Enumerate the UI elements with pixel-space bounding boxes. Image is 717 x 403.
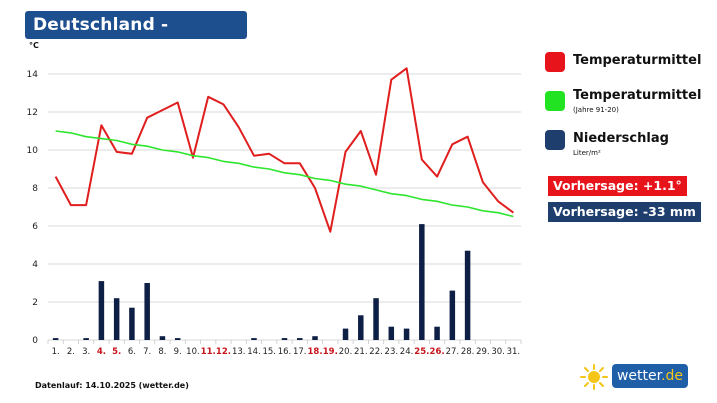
temp-line <box>54 67 514 233</box>
precip-bar <box>403 328 410 340</box>
precip-bar <box>281 338 288 340</box>
x-tick-label: 17. <box>293 347 307 357</box>
x-tick-label: 29. <box>476 347 490 357</box>
x-tick-label: 12. <box>216 347 231 357</box>
y-tick-label: 0 <box>32 336 38 346</box>
x-tick-label: 3. <box>82 347 90 357</box>
x-tick-label: 25. <box>414 347 429 357</box>
x-tick-label: 23. <box>385 347 399 357</box>
forecast-temp-badge: Vorhersage: +1.1° <box>548 176 687 196</box>
legend-label-precip: Niederschlag <box>573 131 669 146</box>
y-tick-label: 2 <box>32 298 38 308</box>
legend-swatch-red <box>545 52 565 72</box>
grid <box>47 73 522 344</box>
page-title: Deutschland - Oktober <box>25 11 247 63</box>
precip-bar <box>52 338 59 340</box>
x-tick-label: 19. <box>323 347 338 357</box>
x-tick-label: 16. <box>278 347 292 357</box>
precip-bar <box>434 326 440 340</box>
y-tick-label: 10 <box>27 146 39 156</box>
wetter-logo[interactable]: wetter.de <box>580 364 690 390</box>
temperature-lines <box>54 67 514 233</box>
legend-label-temp-avg: Temperaturmittel <box>573 88 702 103</box>
precip-bar <box>464 250 471 340</box>
x-tick-label: 28. <box>461 347 475 357</box>
legend-swatch-navy <box>545 130 565 150</box>
precip-bar <box>312 336 318 340</box>
forecast-precip-badge: Vorhersage: -33 mm <box>548 202 701 222</box>
temp-avg-line <box>55 130 514 218</box>
x-tick-label: 7. <box>143 347 151 357</box>
x-tick-label: 13. <box>232 347 246 357</box>
legend-sub-precip: Liter/m² <box>573 149 601 157</box>
precip-bar <box>113 298 120 340</box>
y-axis-label: °C <box>29 41 39 50</box>
x-tick-label: 22. <box>369 347 383 357</box>
precip-bar <box>98 281 105 340</box>
precip-bar <box>449 290 456 340</box>
x-tick-label: 26. <box>430 347 445 357</box>
precip-bar <box>388 326 395 340</box>
y-tick-label: 8 <box>32 184 38 194</box>
x-tick-label: 15. <box>262 347 276 357</box>
x-tick-label: 27. <box>446 347 460 357</box>
y-tick-label: 14 <box>27 70 39 80</box>
legend-label-temp: Temperaturmittel <box>573 53 702 68</box>
precip-bar <box>297 338 303 340</box>
x-tick-label: 21. <box>354 347 368 357</box>
x-tick-label: 2. <box>67 347 75 357</box>
x-tick-label: 4. <box>97 347 106 357</box>
x-tick-label: 11. <box>201 347 216 357</box>
precip-bar <box>174 338 181 340</box>
precip-bar <box>358 315 364 340</box>
axis-ticks: 0 2 4 6 8 10 12 14 1. 2. 3. 4. 5. 6. 7. 8. 9. 10. 11. 12. 13… <box>27 70 521 357</box>
x-tick-label: 6. <box>128 347 136 357</box>
x-tick-label: 14. <box>247 347 261 357</box>
precip-bar <box>419 224 425 340</box>
x-tick-label: 31. <box>507 347 521 357</box>
legend-swatch-green <box>545 91 565 111</box>
y-tick-label: 6 <box>32 222 38 232</box>
data-run-note: Datenlauf: 14.10.2025 (wetter.de) <box>35 381 189 390</box>
x-tick-label: 9. <box>174 347 182 357</box>
x-tick-label: 24. <box>400 347 414 357</box>
y-tick-label: 4 <box>32 260 38 270</box>
sun-icon <box>580 364 608 390</box>
x-tick-label: 18. <box>307 347 322 357</box>
precip-bar <box>342 328 349 340</box>
precip-bar <box>251 338 257 340</box>
precip-bar <box>373 298 379 340</box>
x-tick-label: 10. <box>186 347 200 357</box>
precip-bar <box>83 338 89 340</box>
precip-bars <box>52 224 471 340</box>
x-tick-label: 30. <box>491 347 505 357</box>
x-tick-label: 5. <box>112 347 121 357</box>
logo-wordmark: wetter.de <box>612 364 688 388</box>
x-tick-label: 20. <box>339 347 353 357</box>
legend-sub-temp-avg: (Jahre 91-20) <box>573 106 619 114</box>
precip-bar <box>129 307 135 340</box>
precip-bar <box>144 283 150 340</box>
x-tick-label: 1. <box>52 347 60 357</box>
x-tick-label: 8. <box>158 347 166 357</box>
y-tick-label: 12 <box>27 108 38 118</box>
precip-bar <box>159 336 166 340</box>
